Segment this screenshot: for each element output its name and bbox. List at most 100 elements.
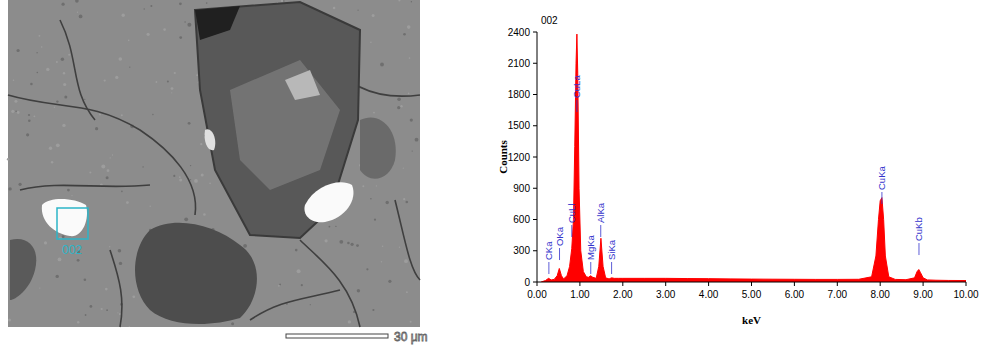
sem-grain xyxy=(126,201,129,204)
sem-grain xyxy=(339,240,343,244)
sem-grain xyxy=(56,275,59,278)
sem-grain xyxy=(129,326,130,327)
sem-grain xyxy=(121,114,123,116)
sem-grain xyxy=(366,268,368,270)
sem-grain xyxy=(400,105,402,107)
sem-grain xyxy=(56,100,58,102)
sem-grain xyxy=(44,241,47,244)
sem-grain xyxy=(295,249,298,252)
y-tick xyxy=(533,94,537,95)
box-label: 002 xyxy=(62,243,82,257)
sem-particle xyxy=(205,129,216,150)
sem-grain xyxy=(109,246,110,247)
x-tick-label: 1.00 xyxy=(570,289,590,300)
sem-grain xyxy=(107,169,110,172)
sem-grain xyxy=(105,288,108,291)
sem-grain xyxy=(39,287,40,288)
sem-grain xyxy=(56,143,60,147)
sem-grain xyxy=(167,81,169,83)
sem-pore xyxy=(10,239,36,300)
sem-grain xyxy=(403,198,405,200)
sem-grain xyxy=(374,219,376,221)
peak-label: CuLa xyxy=(571,75,582,98)
sem-grain xyxy=(79,15,83,19)
sem-grain xyxy=(415,138,419,142)
sem-grain xyxy=(84,279,87,282)
sem-grain xyxy=(30,83,33,86)
sem-grain xyxy=(118,249,122,253)
sem-grain xyxy=(34,115,36,117)
sem-grain xyxy=(110,157,111,158)
sem-grain xyxy=(190,165,191,166)
sem-grain xyxy=(101,165,105,169)
eds-chart: 0020300600900120015001800210024000.001.0… xyxy=(497,15,979,326)
sem-grain xyxy=(95,127,98,130)
sem-grain xyxy=(325,239,328,242)
sem-grain xyxy=(77,259,80,262)
sem-grain xyxy=(11,110,14,113)
sem-grain xyxy=(39,35,41,37)
peak-label: OKa xyxy=(554,226,565,246)
y-tick-label: 2100 xyxy=(508,58,531,69)
sem-crack xyxy=(250,290,340,320)
peak-marker xyxy=(548,262,549,274)
sem-grain xyxy=(19,183,22,186)
sem-grain xyxy=(163,28,166,31)
sem-grain xyxy=(56,61,58,63)
sem-grain xyxy=(112,154,113,155)
sem-grain xyxy=(132,295,135,298)
y-tick-label: 1800 xyxy=(508,89,531,100)
sem-grain xyxy=(8,187,11,190)
sem-grain xyxy=(200,143,202,145)
sem-grain xyxy=(15,110,17,112)
sem-grain xyxy=(370,198,372,200)
sem-grain xyxy=(329,226,331,228)
sem-grain xyxy=(231,322,234,325)
sem-grain xyxy=(382,246,384,248)
sem-grain xyxy=(184,21,185,22)
sem-grain xyxy=(399,247,400,248)
sem-grain xyxy=(373,112,375,114)
sem-grain xyxy=(179,176,181,178)
sem-grain xyxy=(106,309,108,311)
sem-grain xyxy=(386,201,389,204)
sem-grain xyxy=(408,93,410,95)
sem-grain xyxy=(99,114,101,116)
sem-grain xyxy=(37,72,39,74)
scale-bar xyxy=(286,334,388,338)
sem-grain xyxy=(58,258,62,262)
sem-grain xyxy=(174,72,176,74)
sem-grain xyxy=(7,158,9,160)
sem-grain xyxy=(117,312,118,313)
y-tick xyxy=(533,250,537,251)
x-tick xyxy=(794,282,795,286)
x-tick-label: 2.00 xyxy=(613,289,633,300)
sem-grain xyxy=(279,284,281,286)
x-tick-label: 0.00 xyxy=(527,289,547,300)
sem-shard-shadow xyxy=(195,6,240,40)
sem-crack xyxy=(60,20,95,120)
sem-grain xyxy=(26,133,29,136)
x-tick xyxy=(622,282,623,286)
sem-grain xyxy=(281,0,284,2)
y-tick-label: 1500 xyxy=(508,120,531,131)
sem-grain xyxy=(89,172,91,174)
sem-grain xyxy=(179,179,182,182)
sem-crack xyxy=(8,95,196,215)
x-tick xyxy=(751,282,752,286)
sem-grain xyxy=(119,262,122,265)
sem-grain xyxy=(203,213,206,216)
x-tick-label: 10.00 xyxy=(953,289,978,300)
peak-marker xyxy=(600,225,601,237)
sem-grain xyxy=(372,309,374,311)
sem-grain xyxy=(179,2,182,5)
sem-grain xyxy=(63,72,65,74)
sem-grain xyxy=(119,57,123,61)
sem-grain xyxy=(406,201,409,204)
sem-grain xyxy=(201,174,204,177)
sem-grain xyxy=(41,46,43,48)
x-tick-label: 7.00 xyxy=(828,289,848,300)
sem-grain xyxy=(184,217,188,221)
x-tick xyxy=(923,282,924,286)
sem-grain xyxy=(62,3,65,6)
